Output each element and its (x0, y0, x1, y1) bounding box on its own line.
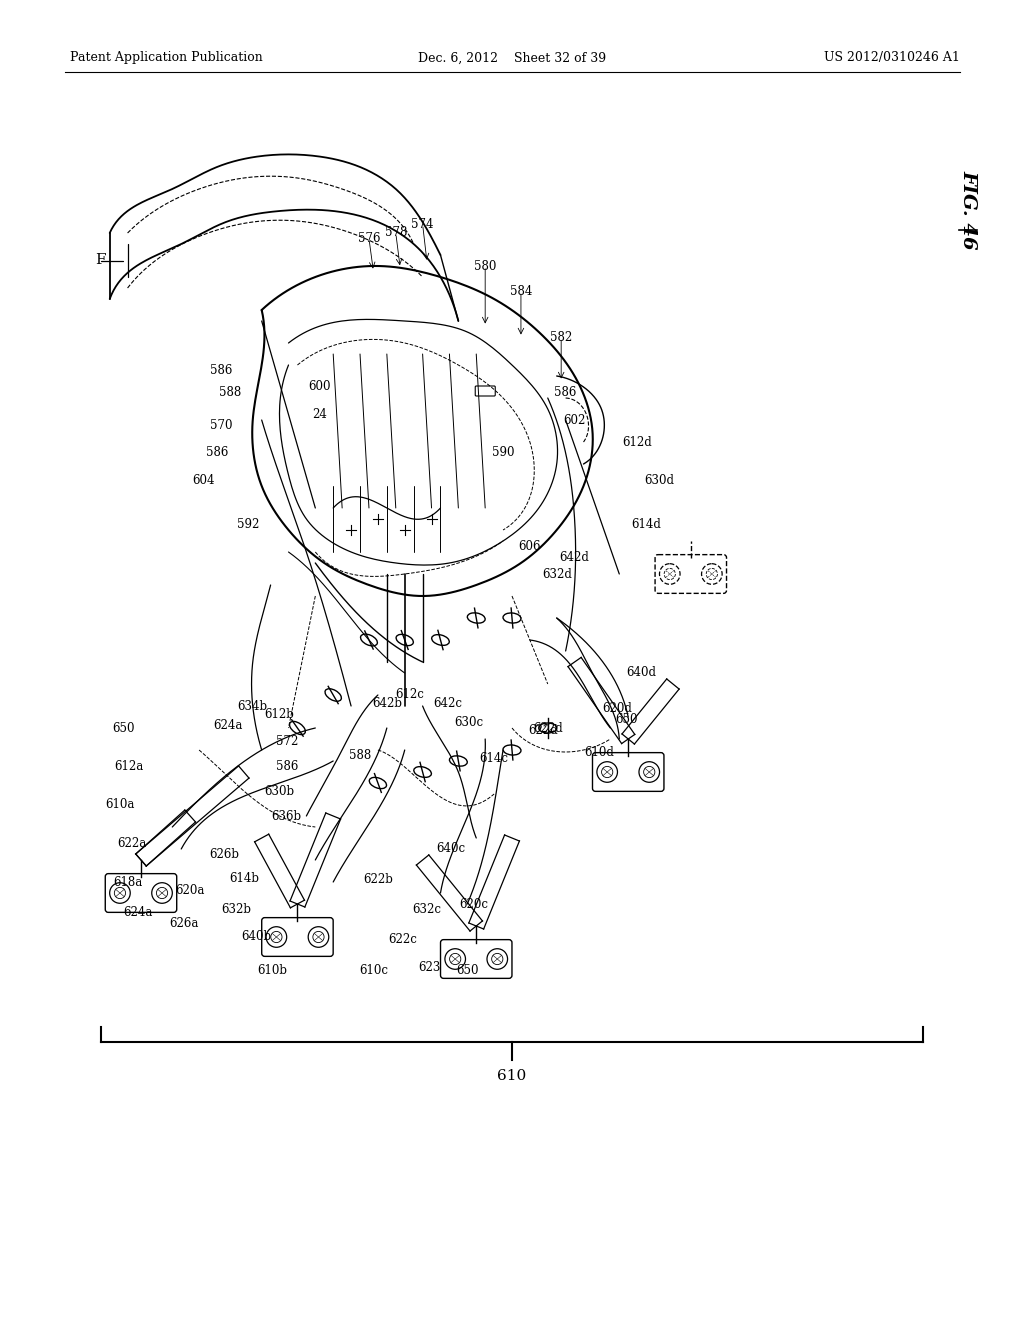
Text: 586: 586 (554, 385, 577, 399)
Text: 650: 650 (456, 964, 478, 977)
Text: 614c: 614c (479, 752, 509, 766)
Text: 632c: 632c (413, 903, 441, 916)
Text: 642d: 642d (560, 550, 590, 564)
Text: 588: 588 (349, 748, 371, 762)
Text: 610c: 610c (359, 964, 388, 977)
Text: Patent Application Publication: Patent Application Publication (70, 51, 263, 65)
Text: 24: 24 (312, 408, 328, 421)
Text: 586: 586 (210, 364, 232, 378)
Text: 624a: 624a (124, 907, 153, 919)
Text: 582: 582 (550, 331, 572, 345)
Text: 632d: 632d (542, 568, 571, 581)
Text: 626b: 626b (209, 847, 240, 861)
Text: 604: 604 (193, 474, 215, 487)
Text: 612c: 612c (395, 689, 424, 701)
Text: 642c: 642c (433, 697, 462, 710)
Text: 622d: 622d (532, 722, 562, 734)
Text: 632b: 632b (221, 903, 252, 916)
Text: 636b: 636b (271, 809, 302, 822)
Text: 624a: 624a (213, 719, 243, 733)
Text: 570: 570 (210, 418, 232, 432)
Text: 642b: 642b (372, 697, 401, 710)
Text: 572: 572 (275, 735, 298, 747)
Text: 612d: 612d (623, 436, 652, 449)
Text: 588: 588 (219, 385, 242, 399)
Text: 586: 586 (206, 446, 228, 459)
Text: 610: 610 (498, 1069, 526, 1084)
Text: 610a: 610a (105, 799, 135, 812)
Text: 650: 650 (112, 722, 134, 734)
Text: 623: 623 (419, 961, 441, 974)
Text: 640c: 640c (436, 842, 466, 855)
Text: 612a: 612a (115, 760, 144, 774)
Text: 610d: 610d (585, 746, 614, 759)
Text: 602: 602 (563, 413, 586, 426)
Text: 630d: 630d (644, 474, 675, 487)
Text: 580: 580 (474, 260, 497, 272)
Text: 610b: 610b (257, 964, 288, 977)
Text: 630c: 630c (455, 715, 483, 729)
Text: 592: 592 (238, 517, 259, 531)
Text: F: F (95, 253, 106, 268)
Text: 622c: 622c (388, 933, 418, 945)
Text: 650: 650 (615, 713, 638, 726)
Text: 614d: 614d (631, 517, 662, 531)
Text: 606: 606 (518, 540, 541, 553)
Text: 626a: 626a (169, 917, 199, 931)
Text: 620a: 620a (175, 884, 205, 898)
Text: 590: 590 (492, 446, 514, 459)
Text: 634b: 634b (238, 700, 268, 713)
Text: 618a: 618a (113, 875, 142, 888)
Text: Dec. 6, 2012    Sheet 32 of 39: Dec. 6, 2012 Sheet 32 of 39 (418, 51, 606, 65)
Text: 574: 574 (412, 218, 434, 231)
Text: 630b: 630b (264, 785, 295, 799)
Text: 586: 586 (275, 760, 298, 774)
Text: 600: 600 (308, 380, 331, 393)
Text: 620c: 620c (459, 898, 488, 911)
Text: 612b: 612b (264, 709, 295, 721)
Text: 584: 584 (510, 285, 532, 298)
Text: 640b: 640b (242, 931, 271, 944)
Text: US 2012/0310246 A1: US 2012/0310246 A1 (824, 51, 961, 65)
Text: 620d: 620d (602, 702, 633, 714)
Text: 640d: 640d (627, 667, 656, 680)
Text: FIG. 46: FIG. 46 (959, 170, 977, 249)
Text: 622a: 622a (118, 837, 146, 850)
Text: 614b: 614b (228, 873, 259, 886)
Text: 622b: 622b (362, 874, 393, 886)
Text: 622d: 622d (528, 723, 558, 737)
Text: 576: 576 (357, 232, 380, 246)
Text: 578: 578 (385, 227, 407, 239)
